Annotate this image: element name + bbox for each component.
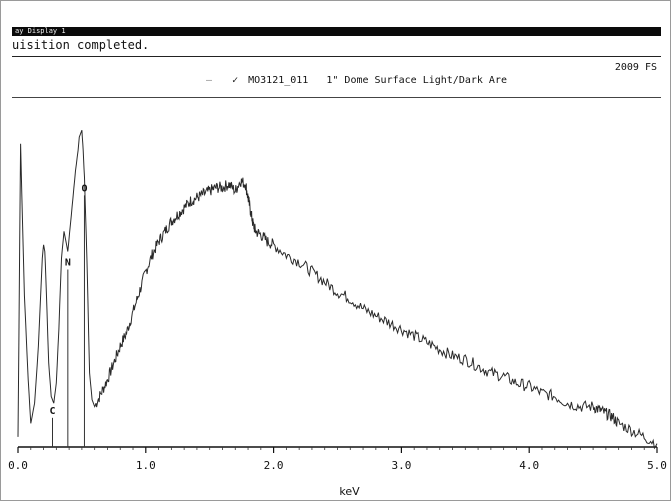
x-tick-label: 1.0 <box>136 459 156 472</box>
plot-top-divider <box>12 97 661 98</box>
peak-label-O: O <box>81 183 87 194</box>
peak-label-C: C <box>49 406 55 417</box>
peak-label-N: N <box>65 258 71 269</box>
x-tick-label: 5.0 <box>647 459 667 472</box>
x-tick-label: 2.0 <box>264 459 284 472</box>
x-tick-label: 3.0 <box>391 459 411 472</box>
spectrum-chart: 0.0 1.0 2.0 3.0 4.0 5.0 keV C N O <box>8 130 667 498</box>
legend-description: 1" Dome Surface Light/Dark Are <box>326 75 507 86</box>
status-message: uisition completed. <box>12 38 150 52</box>
x-axis-label: keV <box>339 485 360 498</box>
legend: — ✓ MO3121_011 1" Dome Surface Light/Dar… <box>206 75 507 87</box>
legend-line-swatch: — <box>206 75 213 86</box>
plot-area: 0.0 1.0 2.0 3.0 4.0 5.0 keV C N O <box>8 130 667 498</box>
count-readout: 2009 FS <box>614 62 657 73</box>
window-title-bar[interactable]: ay Display 1 <box>12 27 661 36</box>
checkmark-icon[interactable]: ✓ <box>232 75 239 86</box>
x-tick-label: 4.0 <box>519 459 539 472</box>
header-divider <box>12 56 661 57</box>
legend-spectrum-id: MO3121_011 <box>248 75 309 86</box>
spectrum-line <box>17 130 658 450</box>
x-tick-label: 0.0 <box>8 459 28 472</box>
